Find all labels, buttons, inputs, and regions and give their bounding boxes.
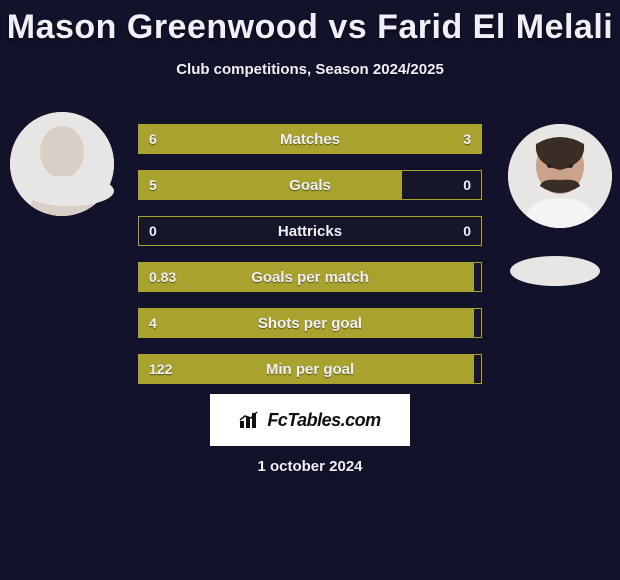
stat-row: 122 Min per goal [138, 354, 482, 384]
chart-icon [239, 411, 261, 429]
stat-label: Matches [139, 125, 481, 153]
stat-label: Goals [139, 171, 481, 199]
player-right-flag [510, 256, 600, 286]
stat-row: 0.83 Goals per match [138, 262, 482, 292]
stat-label: Goals per match [139, 263, 481, 291]
subtitle: Club competitions, Season 2024/2025 [0, 61, 620, 78]
stat-label: Shots per goal [139, 309, 481, 337]
stat-row: 5 Goals 0 [138, 170, 482, 200]
player-left-flag [24, 176, 114, 206]
stat-row: 6 Matches 3 [138, 124, 482, 154]
stat-row: 0 Hattricks 0 [138, 216, 482, 246]
footer-date: 1 october 2024 [0, 458, 620, 475]
stat-row: 4 Shots per goal [138, 308, 482, 338]
stats-container: 6 Matches 3 5 Goals 0 0 Hattricks 0 0.83… [138, 124, 482, 400]
player-right-avatar [508, 124, 612, 228]
stat-label: Min per goal [139, 355, 481, 383]
footer-logo-text: FcTables.com [267, 410, 380, 431]
footer-logo: FcTables.com [210, 394, 410, 446]
stat-value-right: 0 [463, 171, 471, 199]
stat-label: Hattricks [139, 217, 481, 245]
stat-value-right: 3 [463, 125, 471, 153]
stat-value-right: 0 [463, 217, 471, 245]
page-title: Mason Greenwood vs Farid El Melali [0, 0, 620, 47]
